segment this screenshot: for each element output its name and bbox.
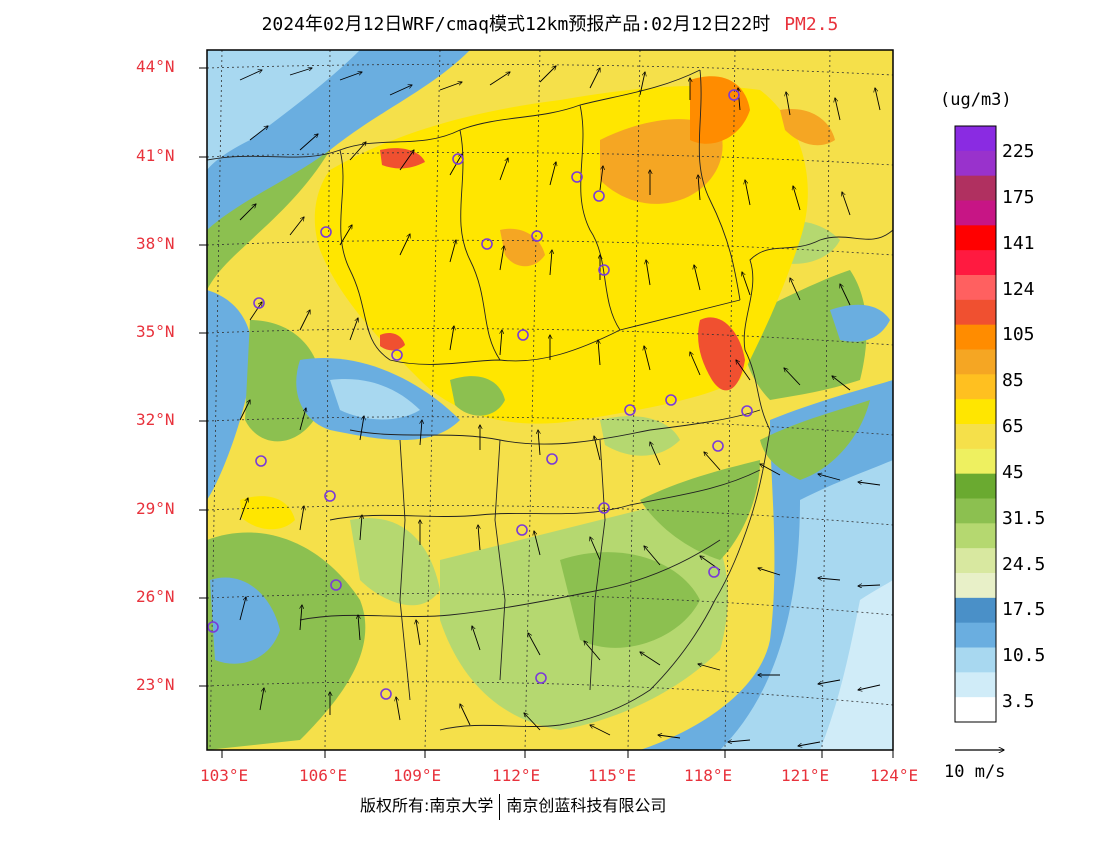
legend-label: 124 bbox=[1002, 279, 1035, 300]
legend-label: 3.5 bbox=[1002, 691, 1035, 712]
station-marker bbox=[593, 190, 605, 202]
title-text: 2024年02月12日WRF/cmaq模式12km预报产品:02月12日22时 bbox=[261, 14, 771, 35]
station-marker bbox=[712, 440, 724, 452]
lon-label-112: 112°E bbox=[492, 766, 541, 785]
map-title: 2024年02月12日WRF/cmaq模式12km预报产品:02月12日22时 P… bbox=[0, 10, 1100, 36]
legend-color-swatch bbox=[955, 399, 996, 425]
legend-color-swatch bbox=[955, 175, 996, 201]
pollutant-label: PM2.5 bbox=[784, 14, 839, 35]
lon-label-124: 124°E bbox=[870, 766, 919, 785]
station-marker bbox=[380, 688, 392, 700]
legend-label: 17.5 bbox=[1002, 599, 1046, 620]
legend-color-swatch bbox=[955, 126, 996, 152]
legend-label: 45 bbox=[1002, 462, 1024, 483]
station-marker bbox=[624, 404, 636, 416]
axis-ticks bbox=[199, 67, 894, 758]
station-marker bbox=[708, 566, 720, 578]
legend-color-swatch bbox=[955, 523, 996, 549]
legend-color-swatch bbox=[955, 349, 996, 375]
concentration-field bbox=[207, 50, 893, 750]
legend-color-swatch bbox=[955, 424, 996, 450]
legend-color-swatch bbox=[955, 672, 996, 698]
station-marker bbox=[320, 226, 332, 238]
legend-label: 10.5 bbox=[1002, 645, 1046, 666]
legend-color-swatch bbox=[955, 448, 996, 475]
station-marker bbox=[535, 672, 547, 684]
legend-label: 85 bbox=[1002, 370, 1024, 391]
station-marker bbox=[741, 405, 753, 417]
legend-color-swatch bbox=[955, 250, 996, 276]
station-marker bbox=[665, 394, 677, 406]
station-marker bbox=[517, 329, 529, 341]
station-marker bbox=[571, 171, 583, 183]
lat-label-38: 38°N bbox=[136, 234, 175, 253]
legend-color-swatch bbox=[955, 150, 996, 177]
lon-label-103: 103°E bbox=[200, 766, 249, 785]
legend-label: 105 bbox=[1002, 324, 1035, 345]
station-marker bbox=[531, 230, 543, 242]
legend-color-swatch bbox=[955, 573, 996, 599]
station-marker bbox=[391, 349, 403, 361]
legend-label: 65 bbox=[1002, 416, 1024, 437]
legend-color-swatch bbox=[955, 498, 996, 524]
legend-frame bbox=[954, 125, 997, 723]
station-marker bbox=[324, 490, 336, 502]
lat-label-29: 29°N bbox=[136, 499, 175, 518]
lon-label-109: 109°E bbox=[393, 766, 442, 785]
copyright-left: 版权所有:南京大学 bbox=[360, 796, 494, 815]
legend-label: 31.5 bbox=[1002, 508, 1046, 529]
copyright-separator bbox=[499, 793, 501, 820]
legend-label: 175 bbox=[1002, 187, 1035, 208]
lon-label-106: 106°E bbox=[299, 766, 348, 785]
legend-color-swatch bbox=[955, 548, 996, 574]
station-marker bbox=[516, 524, 528, 536]
station-marker bbox=[452, 153, 464, 165]
legend-color-swatch bbox=[955, 200, 996, 226]
station-marker bbox=[728, 89, 740, 101]
legend-color-swatch bbox=[955, 275, 996, 301]
station-marker bbox=[330, 579, 342, 591]
lat-label-32: 32°N bbox=[136, 410, 175, 429]
legend-color-swatch bbox=[955, 374, 996, 400]
station-marker bbox=[253, 297, 265, 309]
station-marker bbox=[598, 502, 610, 514]
legend-color-swatch bbox=[955, 324, 996, 350]
station-marker bbox=[481, 238, 493, 250]
station-marker bbox=[598, 264, 610, 276]
wind-scale-label: 10 m/s bbox=[944, 762, 1006, 782]
lat-label-26: 26°N bbox=[136, 587, 175, 606]
map-frame bbox=[206, 49, 894, 751]
legend-colorbar bbox=[955, 126, 996, 723]
lat-label-23: 23°N bbox=[136, 675, 175, 694]
legend-unit: (ug/m3) bbox=[940, 90, 1012, 110]
legend-color-swatch bbox=[955, 697, 996, 723]
legend-color-swatch bbox=[955, 597, 996, 624]
copyright-right: 南京创蓝科技有限公司 bbox=[506, 796, 667, 815]
wind-vectors bbox=[239, 66, 881, 746]
legend-color-swatch bbox=[955, 473, 996, 499]
station-marker bbox=[546, 453, 558, 465]
lat-label-41: 41°N bbox=[136, 146, 175, 165]
copyright-line: 版权所有:南京大学 南京创蓝科技有限公司 bbox=[360, 792, 666, 820]
legend-color-swatch bbox=[955, 647, 996, 673]
lat-label-44: 44°N bbox=[136, 57, 175, 76]
monitoring-stations bbox=[207, 89, 753, 700]
legend-color-swatch bbox=[955, 225, 996, 251]
legend-label: 24.5 bbox=[1002, 554, 1046, 575]
legend-label: 141 bbox=[1002, 233, 1035, 254]
lat-label-35: 35°N bbox=[136, 322, 175, 341]
legend-label: 225 bbox=[1002, 141, 1035, 162]
province-boundaries bbox=[207, 69, 893, 731]
lon-label-121: 121°E bbox=[781, 766, 830, 785]
legend-color-swatch bbox=[955, 299, 996, 326]
map-gridlines bbox=[207, 50, 893, 750]
lon-label-118: 118°E bbox=[684, 766, 733, 785]
station-marker bbox=[207, 621, 219, 633]
legend-color-swatch bbox=[955, 622, 996, 648]
lon-label-115: 115°E bbox=[588, 766, 637, 785]
station-marker bbox=[255, 455, 267, 467]
